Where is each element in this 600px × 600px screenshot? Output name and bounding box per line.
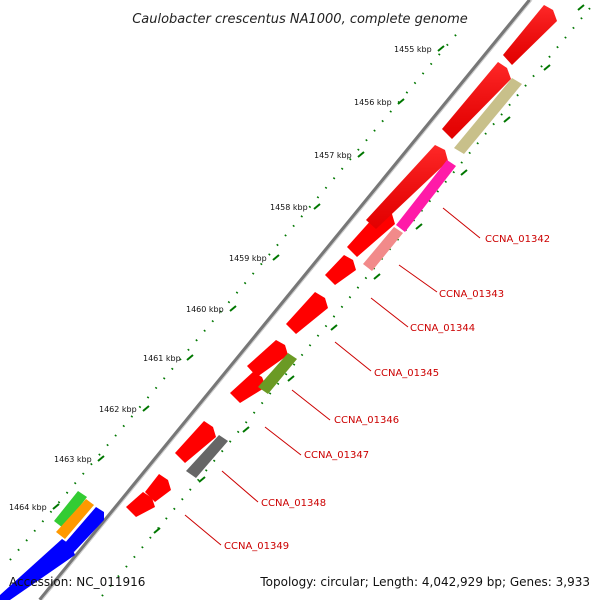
kbp-tick bbox=[229, 305, 237, 312]
magenta-feature[interactable] bbox=[396, 160, 456, 232]
kbp-label: 1459 kbp bbox=[229, 254, 267, 263]
kbp-label: 1461 kbp bbox=[143, 354, 181, 363]
orange-feature[interactable] bbox=[56, 499, 94, 539]
gray-feature[interactable] bbox=[186, 435, 228, 478]
inner-major-tick bbox=[543, 64, 551, 71]
kbp-tick bbox=[313, 203, 321, 210]
blue-feature[interactable] bbox=[64, 507, 104, 552]
leader-line bbox=[291, 389, 331, 421]
leader-line bbox=[184, 514, 222, 546]
map-title: Caulobacter crescentus NA1000, complete … bbox=[132, 12, 468, 27]
inner-major-tick bbox=[287, 375, 295, 382]
kbp-label: 1458 kbp bbox=[270, 203, 308, 212]
inner-major-tick bbox=[460, 169, 468, 176]
inner-major-tick bbox=[373, 273, 381, 280]
kbp-tick bbox=[397, 98, 405, 105]
gene-arrow[interactable] bbox=[145, 474, 171, 502]
kbp-scale: 1455 kbp 1456 kbp 1457 kbp 1458 kbp 1459… bbox=[9, 45, 445, 512]
leader-line bbox=[442, 207, 481, 239]
blue-feature[interactable] bbox=[0, 539, 75, 600]
kbp-tick bbox=[357, 151, 365, 158]
kbp-tick bbox=[52, 503, 60, 510]
green-feature[interactable] bbox=[258, 353, 297, 394]
gene-labels: CCNA_01342 CCNA_01343 CCNA_01344 CCNA_01… bbox=[224, 234, 550, 552]
kbp-label: 1462 kbp bbox=[99, 405, 137, 414]
gene-label-ccna-01345[interactable]: CCNA_01345 bbox=[374, 368, 439, 379]
kbp-tick bbox=[186, 354, 194, 361]
gene-arrow[interactable] bbox=[247, 340, 288, 377]
backbone-highlight bbox=[41, 0, 533, 600]
gene-label-ccna-01349[interactable]: CCNA_01349 bbox=[224, 541, 289, 552]
topology-text: Topology: circular; Length: 4,042,929 bp… bbox=[259, 575, 590, 589]
inner-major-tick bbox=[503, 116, 511, 123]
leader-line bbox=[264, 426, 302, 456]
kbp-label: 1456 kbp bbox=[354, 98, 392, 107]
accession-text: Accession: NC_011916 bbox=[9, 575, 145, 589]
gene-label-ccna-01342[interactable]: CCNA_01342 bbox=[485, 234, 550, 245]
gene-arrow[interactable] bbox=[126, 492, 155, 517]
genome-backbone bbox=[38, 0, 532, 600]
leader-line bbox=[334, 341, 372, 372]
leader-line bbox=[398, 264, 438, 293]
inner-major-tick bbox=[577, 4, 585, 11]
inner-major-tick bbox=[415, 223, 423, 230]
leader-line bbox=[370, 297, 409, 328]
inner-major-tick bbox=[330, 324, 338, 331]
gene-arrow[interactable] bbox=[230, 372, 266, 403]
kbp-tick bbox=[142, 405, 150, 412]
gene-shading bbox=[442, 62, 511, 139]
kbp-label: 1460 kbp bbox=[186, 305, 224, 314]
gene-shading bbox=[366, 145, 448, 229]
gene-label-ccna-01346[interactable]: CCNA_01346 bbox=[334, 415, 399, 426]
inner-tick-track bbox=[101, 7, 591, 597]
leader-lines bbox=[184, 207, 481, 546]
gene-label-ccna-01347[interactable]: CCNA_01347 bbox=[304, 450, 369, 461]
gene-arrow[interactable] bbox=[325, 255, 356, 285]
outer-tick-track bbox=[9, 29, 461, 561]
gene-label-ccna-01343[interactable]: CCNA_01343 bbox=[439, 289, 504, 300]
kbp-label: 1463 kbp bbox=[54, 455, 92, 464]
light-green-feature[interactable] bbox=[54, 491, 87, 528]
gene-label-ccna-01348[interactable]: CCNA_01348 bbox=[261, 498, 326, 509]
gene-arrow[interactable] bbox=[286, 292, 328, 334]
kbp-tick bbox=[97, 455, 105, 462]
kbp-label: 1464 kbp bbox=[9, 503, 47, 512]
kbp-tick bbox=[272, 254, 280, 261]
gene-arrow[interactable] bbox=[175, 421, 216, 463]
salmon-feature[interactable] bbox=[363, 227, 403, 271]
kbp-label: 1455 kbp bbox=[394, 45, 432, 54]
inner-ticks bbox=[153, 4, 585, 534]
gene-shading bbox=[503, 5, 557, 65]
forward-gene-track bbox=[126, 5, 557, 517]
feature-track bbox=[0, 78, 522, 600]
leader-line bbox=[221, 470, 259, 503]
inner-major-tick bbox=[153, 527, 161, 534]
gene-label-ccna-01344[interactable]: CCNA_01344 bbox=[410, 323, 475, 334]
inner-major-tick bbox=[242, 426, 250, 433]
olive-feature[interactable] bbox=[454, 78, 522, 154]
inner-major-tick bbox=[198, 476, 206, 483]
kbp-tick bbox=[437, 45, 445, 52]
kbp-label: 1457 kbp bbox=[314, 151, 352, 160]
